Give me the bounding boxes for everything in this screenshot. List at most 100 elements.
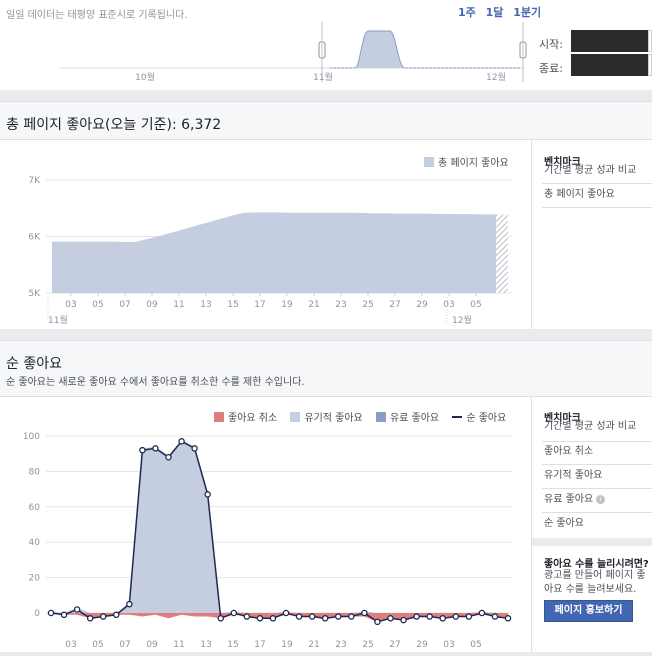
benchmark-item-paid[interactable]: 유료 좋아요 i: [544, 493, 606, 507]
net-likes-point: [439, 615, 446, 622]
range-link-month[interactable]: 1달: [485, 6, 504, 19]
benchmark-divider: [542, 488, 652, 489]
net-likes-point: [452, 613, 460, 620]
x-tick-label: 21: [308, 640, 319, 650]
unlike-area: [51, 613, 508, 622]
y-tick-label: 6K: [28, 233, 41, 243]
net-likes-point: [178, 438, 185, 445]
overview-timeline: 10월 11월 12월: [60, 22, 527, 83]
x-tick-label: 13: [200, 300, 211, 310]
organic-area: [51, 439, 508, 613]
benchmark-item-paid-label: 유료 좋아요: [544, 494, 594, 505]
overview-month-dec: 12월: [486, 71, 506, 83]
x-tick-label: 25: [362, 300, 373, 310]
benchmark-title: 벤치마크: [544, 413, 581, 424]
start-date-input[interactable]: [571, 30, 648, 52]
x-tick-label: 15: [227, 300, 238, 310]
x-tick-label: 05: [92, 640, 103, 650]
legend-label-total: 총 페이지 좋아요: [438, 158, 509, 169]
benchmark-divider: [542, 183, 652, 184]
net-likes-subtitle: 순 좋아요는 새로운 좋아요 수에서 좋아요를 취소한 수를 제한 수입니다.: [6, 377, 305, 388]
benchmark-item-total[interactable]: 총 페이지 좋아요: [544, 189, 615, 200]
timezone-note: 일일 데이터는 태평양 표준시로 기록됩니다.: [6, 10, 188, 21]
legend-swatch-net: [452, 416, 463, 418]
info-icon[interactable]: i: [596, 494, 606, 504]
x-tick-label: 11: [173, 640, 184, 650]
net-likes-point: [308, 613, 316, 620]
overview-month-oct: 10월: [135, 71, 155, 83]
net-likes-point: [60, 611, 68, 619]
legend-swatch-paid: [375, 412, 386, 422]
legend-label-net: 순 좋아요: [466, 413, 507, 424]
net-likes-point: [478, 609, 486, 617]
net-likes-point: [99, 613, 107, 620]
y-tick-label: 60: [29, 503, 41, 513]
x-tick-label: 19: [281, 640, 293, 650]
total-likes-panel: 5K 6K 7K 03 05 07 09 11 13 15 17 19 21 23 25 27 29 03 05 11…: [0, 140, 652, 329]
x-tick-label: 27: [389, 640, 400, 650]
total-likes-legend[interactable]: 총 페이지 좋아요: [424, 154, 509, 169]
net-likes-point: [86, 615, 94, 622]
x-tick-label: 11: [173, 300, 184, 310]
benchmark-item-organic[interactable]: 유기적 좋아요: [544, 470, 603, 481]
net-likes-point: [387, 615, 394, 622]
end-date-edge: [648, 54, 652, 76]
benchmark-divider: [542, 441, 652, 442]
net-likes-point: [139, 446, 146, 454]
y-tick-label: 5K: [28, 289, 41, 299]
benchmark-title: 벤치마크: [544, 157, 581, 168]
y-tick-label: 40: [29, 538, 41, 548]
promote-page-button[interactable]: 페이지 홍보하기: [544, 600, 633, 622]
y-tick-label: 0: [34, 609, 40, 619]
range-links: 1주 1달 1분기: [458, 4, 547, 20]
net-likes-point: [126, 600, 133, 608]
net-likes-legend: 좋아요 취소 유기적 좋아요 유료 좋아요 순 좋아요: [214, 409, 506, 424]
legend-swatch-organic: [290, 412, 301, 422]
x-tick-label: 03: [65, 640, 76, 650]
legend-item-net[interactable]: 순 좋아요: [452, 413, 506, 424]
benchmark-item-unlike[interactable]: 좋아요 취소: [544, 446, 594, 457]
legend-label-organic: 유기적 좋아요: [304, 413, 363, 424]
net-likes-point: [204, 491, 211, 498]
net-likes-point: [256, 615, 264, 622]
x-tick-label: 27: [389, 300, 400, 310]
legend-item-organic[interactable]: 유기적 좋아요: [290, 412, 363, 424]
month-label-dec: 12월: [452, 314, 472, 326]
net-likes-point: [504, 615, 512, 622]
overview-month-nov: 11월: [313, 71, 333, 83]
y-tick-label: 100: [23, 432, 40, 442]
x-tick-label: 23: [335, 300, 346, 310]
x-tick-label: 19: [281, 300, 293, 310]
x-tick-label: 03: [443, 300, 454, 310]
range-link-quarter[interactable]: 1분기: [513, 6, 542, 19]
x-tick-label: 07: [119, 640, 130, 650]
total-likes-area: [52, 212, 508, 293]
legend-label-paid: 유료 좋아요: [389, 413, 440, 424]
legend-item-paid[interactable]: 유료 좋아요: [375, 412, 440, 424]
end-date-input[interactable]: [571, 54, 648, 76]
legend-item-unlike[interactable]: 좋아요 취소: [214, 412, 278, 424]
net-likes-point: [165, 453, 172, 461]
net-likes-chart: 0 20 40 60 80 100 03 05 07 09 11 13 15 17 19 21 23 25 27 29…: [23, 432, 512, 650]
net-likes-point: [374, 618, 381, 626]
x-tick-label: 03: [65, 300, 76, 310]
net-likes-header: 순 좋아요 순 좋아요는 새로운 좋아요 수에서 좋아요를 취소한 수를 제한 …: [0, 340, 652, 397]
net-likes-point: [73, 606, 81, 613]
x-tick-label: 29: [416, 300, 428, 310]
x-tick-label: 25: [362, 640, 373, 650]
start-date-edge: [648, 30, 652, 52]
range-link-week[interactable]: 1주: [458, 6, 476, 19]
net-likes-panel: 0 20 40 60 80 100 03 05 07 09 11 13 15 17 19 21 23 25 27 29…: [0, 397, 652, 652]
net-likes-point: [348, 613, 355, 620]
net-likes-benchmark: 벤치마크 기간별 평균 성과 비교 좋아요 취소 유기적 좋아요 유료 좋아요 i…: [531, 397, 652, 652]
total-likes-benchmark: 벤치마크 기간별 평균 성과 비교 총 페이지 좋아요: [531, 140, 652, 329]
legend-label-unlike: 좋아요 취소: [228, 413, 278, 424]
benchmark-item-net[interactable]: 순 좋아요: [544, 518, 584, 529]
net-likes-point: [426, 613, 433, 620]
overview-area: [330, 30, 520, 69]
benchmark-divider: [542, 464, 652, 465]
benchmark-subtitle: 기간별 평균 성과 비교: [544, 421, 637, 432]
end-label: 종료:: [539, 62, 563, 75]
x-tick-label: 09: [146, 640, 158, 650]
date-range-selector: 일일 데이터는 태평양 표준시로 기록됩니다. 1주 1달 1분기 10월 11…: [0, 0, 652, 90]
